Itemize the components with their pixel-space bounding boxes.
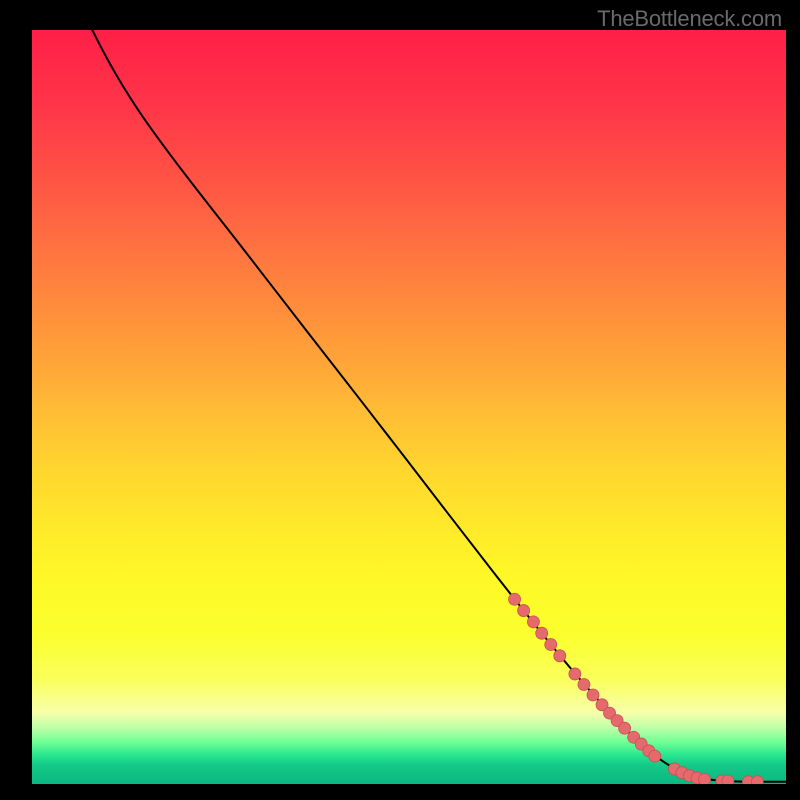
data-marker <box>569 668 581 680</box>
data-marker <box>578 678 590 690</box>
chart-frame: TheBottleneck.com <box>0 0 800 800</box>
data-marker <box>518 605 530 617</box>
data-marker <box>649 750 661 762</box>
data-marker <box>545 639 557 651</box>
data-marker <box>554 650 566 662</box>
gradient-background <box>32 30 786 784</box>
data-marker <box>587 689 599 701</box>
data-marker <box>722 775 734 784</box>
data-marker <box>509 593 521 605</box>
data-marker <box>536 627 548 639</box>
data-marker <box>699 773 711 784</box>
watermark-text: TheBottleneck.com <box>597 6 782 32</box>
data-marker <box>751 776 763 784</box>
data-marker <box>619 722 631 734</box>
data-marker <box>527 616 539 628</box>
plot-svg <box>32 30 786 784</box>
plot-area <box>32 30 786 784</box>
